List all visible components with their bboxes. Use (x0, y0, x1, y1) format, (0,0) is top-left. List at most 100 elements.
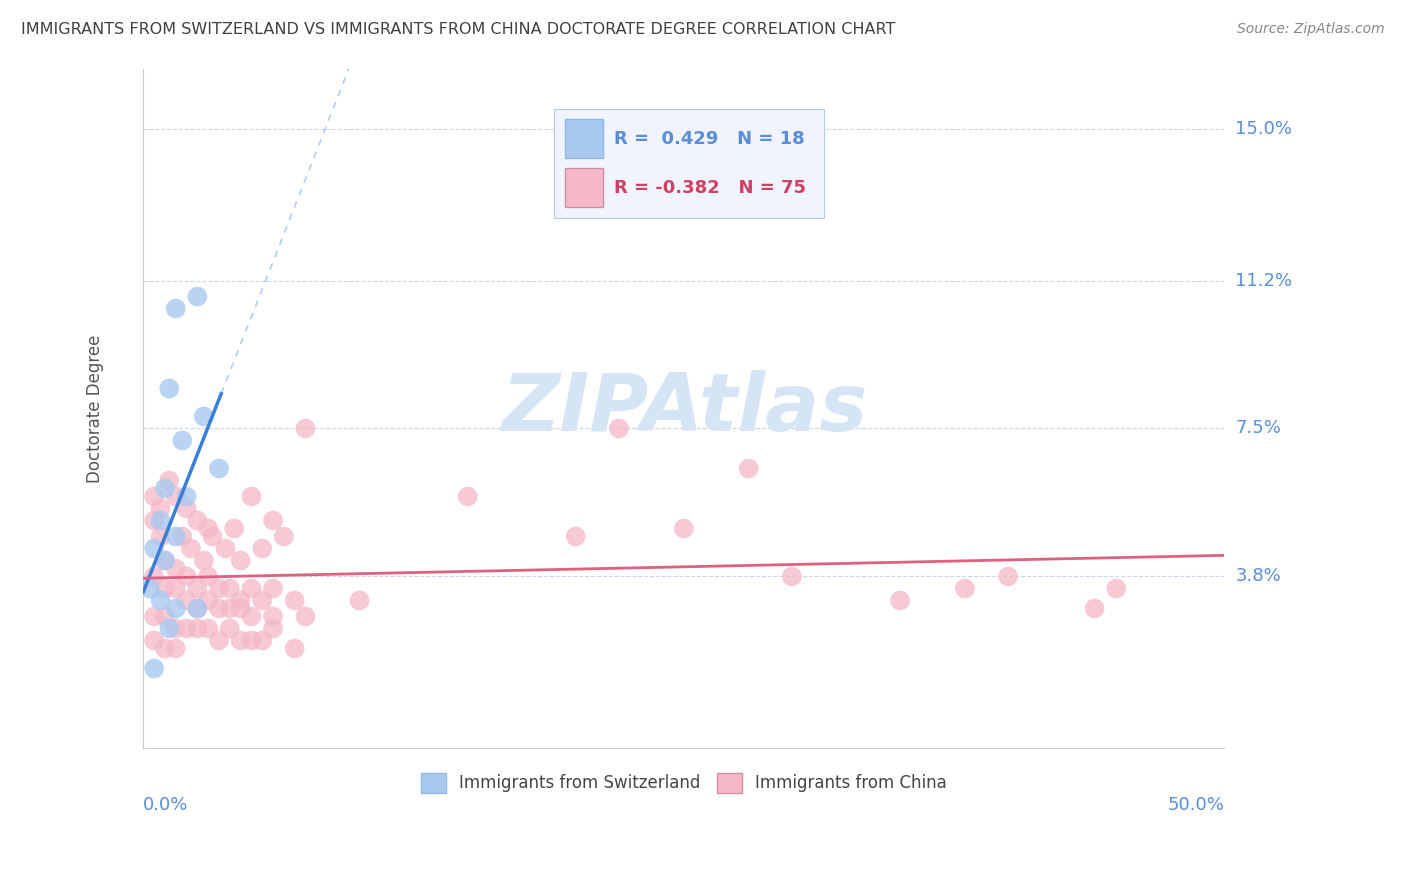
Point (240, 582, 263, 596)
Point (153, 482, 176, 496)
Text: IMMIGRANTS FROM SWITZERLAND VS IMMIGRANTS FROM CHINA DOCTORATE DEGREE CORRELATIO: IMMIGRANTS FROM SWITZERLAND VS IMMIGRANT… (21, 22, 896, 37)
Point (143, 541, 166, 556)
Text: 3.8%: 3.8% (1236, 567, 1281, 585)
Point (165, 641, 187, 656)
Point (229, 553, 252, 567)
Point (153, 582, 176, 596)
Point (240, 633, 263, 648)
Text: ZIPAtlas: ZIPAtlas (501, 369, 868, 448)
Point (153, 641, 176, 656)
Point (218, 601, 240, 615)
Point (262, 622, 284, 636)
Point (139, 582, 162, 596)
Point (349, 593, 371, 607)
Point (224, 521, 246, 535)
Point (186, 289, 208, 303)
Text: Source: ZipAtlas.com: Source: ZipAtlas.com (1237, 22, 1385, 37)
Text: 7.5%: 7.5% (1236, 419, 1281, 437)
Point (273, 529, 295, 543)
Point (201, 529, 224, 543)
Point (176, 569, 198, 583)
Point (176, 593, 198, 607)
Point (208, 582, 231, 596)
Point (240, 490, 263, 504)
Point (780, 569, 803, 583)
Point (149, 501, 172, 516)
Point (208, 461, 231, 475)
Point (165, 301, 187, 316)
Point (218, 622, 240, 636)
Text: Doctorate Degree: Doctorate Degree (86, 334, 104, 483)
Point (165, 582, 187, 596)
Point (149, 529, 172, 543)
Point (172, 434, 194, 448)
Point (229, 633, 252, 648)
Point (153, 553, 176, 567)
Point (143, 569, 166, 583)
Point (607, 421, 630, 435)
Point (153, 609, 176, 624)
Point (214, 541, 236, 556)
Point (193, 553, 215, 567)
Point (143, 490, 166, 504)
Point (172, 529, 194, 543)
Legend: Immigrants from Switzerland, Immigrants from China: Immigrants from Switzerland, Immigrants … (412, 764, 956, 801)
Point (143, 633, 166, 648)
Point (252, 633, 274, 648)
Point (197, 521, 219, 535)
Point (229, 601, 252, 615)
Point (186, 582, 208, 596)
Point (143, 514, 166, 528)
Point (218, 582, 240, 596)
Point (143, 661, 166, 675)
Point (165, 601, 187, 615)
Point (143, 609, 166, 624)
Point (157, 474, 180, 488)
Point (284, 641, 307, 656)
Point (197, 569, 219, 583)
Point (193, 409, 215, 424)
Text: 50.0%: 50.0% (1167, 796, 1225, 814)
Point (165, 529, 187, 543)
Point (153, 553, 176, 567)
Point (738, 461, 761, 475)
Point (176, 501, 198, 516)
Point (176, 490, 198, 504)
Point (208, 601, 231, 615)
Point (165, 561, 187, 575)
Point (240, 609, 263, 624)
Point (564, 529, 586, 543)
Point (180, 541, 202, 556)
Point (149, 514, 172, 528)
Point (252, 593, 274, 607)
Point (1105, 582, 1128, 596)
Point (157, 382, 180, 396)
Point (197, 622, 219, 636)
Point (294, 609, 316, 624)
Text: 0.0%: 0.0% (143, 796, 188, 814)
Point (262, 582, 284, 596)
Point (186, 601, 208, 615)
Point (997, 569, 1019, 583)
Point (953, 582, 976, 596)
Point (262, 609, 284, 624)
Point (262, 514, 284, 528)
Point (252, 541, 274, 556)
Point (208, 633, 231, 648)
Point (294, 421, 316, 435)
Point (197, 593, 219, 607)
Point (176, 622, 198, 636)
Point (1084, 601, 1107, 615)
Point (284, 593, 307, 607)
Point (457, 490, 479, 504)
Text: 11.2%: 11.2% (1236, 271, 1292, 290)
Point (149, 593, 172, 607)
Point (229, 593, 252, 607)
Point (186, 601, 208, 615)
Point (889, 593, 911, 607)
Point (186, 622, 208, 636)
Point (165, 622, 187, 636)
Point (157, 622, 180, 636)
Point (165, 490, 187, 504)
Point (186, 514, 208, 528)
